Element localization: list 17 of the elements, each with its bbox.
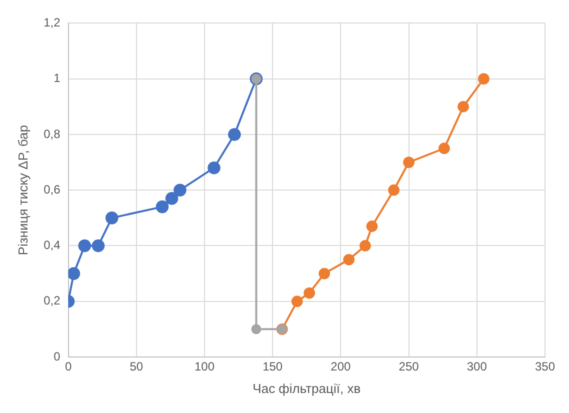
x-tick-label: 250	[398, 360, 420, 374]
y-tick-label: 1,2	[44, 16, 61, 30]
y-tick-label: 1	[54, 71, 61, 86]
x-axis-title: Час фільтрації, хв	[252, 380, 361, 396]
x-tick-label: 200	[330, 360, 352, 374]
y-tick-label: 0,2	[44, 294, 61, 308]
x-tick-label: 100	[194, 360, 215, 374]
x-tick-label: 150	[262, 360, 283, 374]
x-tick-label: 50	[130, 360, 144, 374]
y-tick-label: 0	[54, 349, 61, 364]
y-tick-label: 0,6	[44, 182, 61, 196]
x-tick-label: 0	[64, 360, 72, 374]
y-tick-label: 0,4	[44, 238, 61, 252]
x-tick-label: 350	[534, 360, 556, 374]
x-tick-label: 300	[466, 360, 488, 374]
y-tick-label: 0,8	[44, 126, 61, 141]
y-axis-title: Різниця тиску ΔP, бар	[15, 124, 30, 256]
